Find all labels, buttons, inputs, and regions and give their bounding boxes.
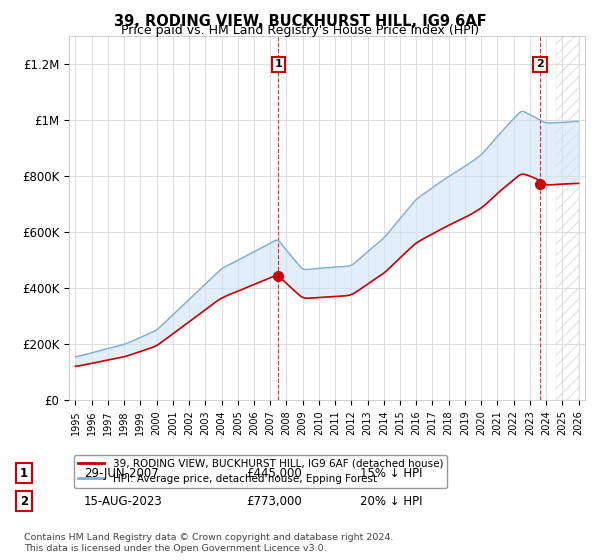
Text: 39, RODING VIEW, BUCKHURST HILL, IG9 6AF: 39, RODING VIEW, BUCKHURST HILL, IG9 6AF [113, 14, 487, 29]
Text: 1: 1 [274, 59, 282, 69]
Text: 29-JUN-2007: 29-JUN-2007 [84, 466, 159, 480]
Text: Contains HM Land Registry data © Crown copyright and database right 2024.
This d: Contains HM Land Registry data © Crown c… [24, 533, 394, 553]
Text: 15-AUG-2023: 15-AUG-2023 [84, 494, 163, 508]
Text: 20% ↓ HPI: 20% ↓ HPI [360, 494, 422, 508]
Text: 2: 2 [536, 59, 544, 69]
Text: £445,000: £445,000 [246, 466, 302, 480]
Text: 2: 2 [20, 494, 28, 508]
Text: £773,000: £773,000 [246, 494, 302, 508]
Legend: 39, RODING VIEW, BUCKHURST HILL, IG9 6AF (detached house), HPI: Average price, d: 39, RODING VIEW, BUCKHURST HILL, IG9 6AF… [74, 455, 448, 488]
Text: 1: 1 [20, 466, 28, 480]
Text: Price paid vs. HM Land Registry's House Price Index (HPI): Price paid vs. HM Land Registry's House … [121, 24, 479, 37]
Text: 15% ↓ HPI: 15% ↓ HPI [360, 466, 422, 480]
